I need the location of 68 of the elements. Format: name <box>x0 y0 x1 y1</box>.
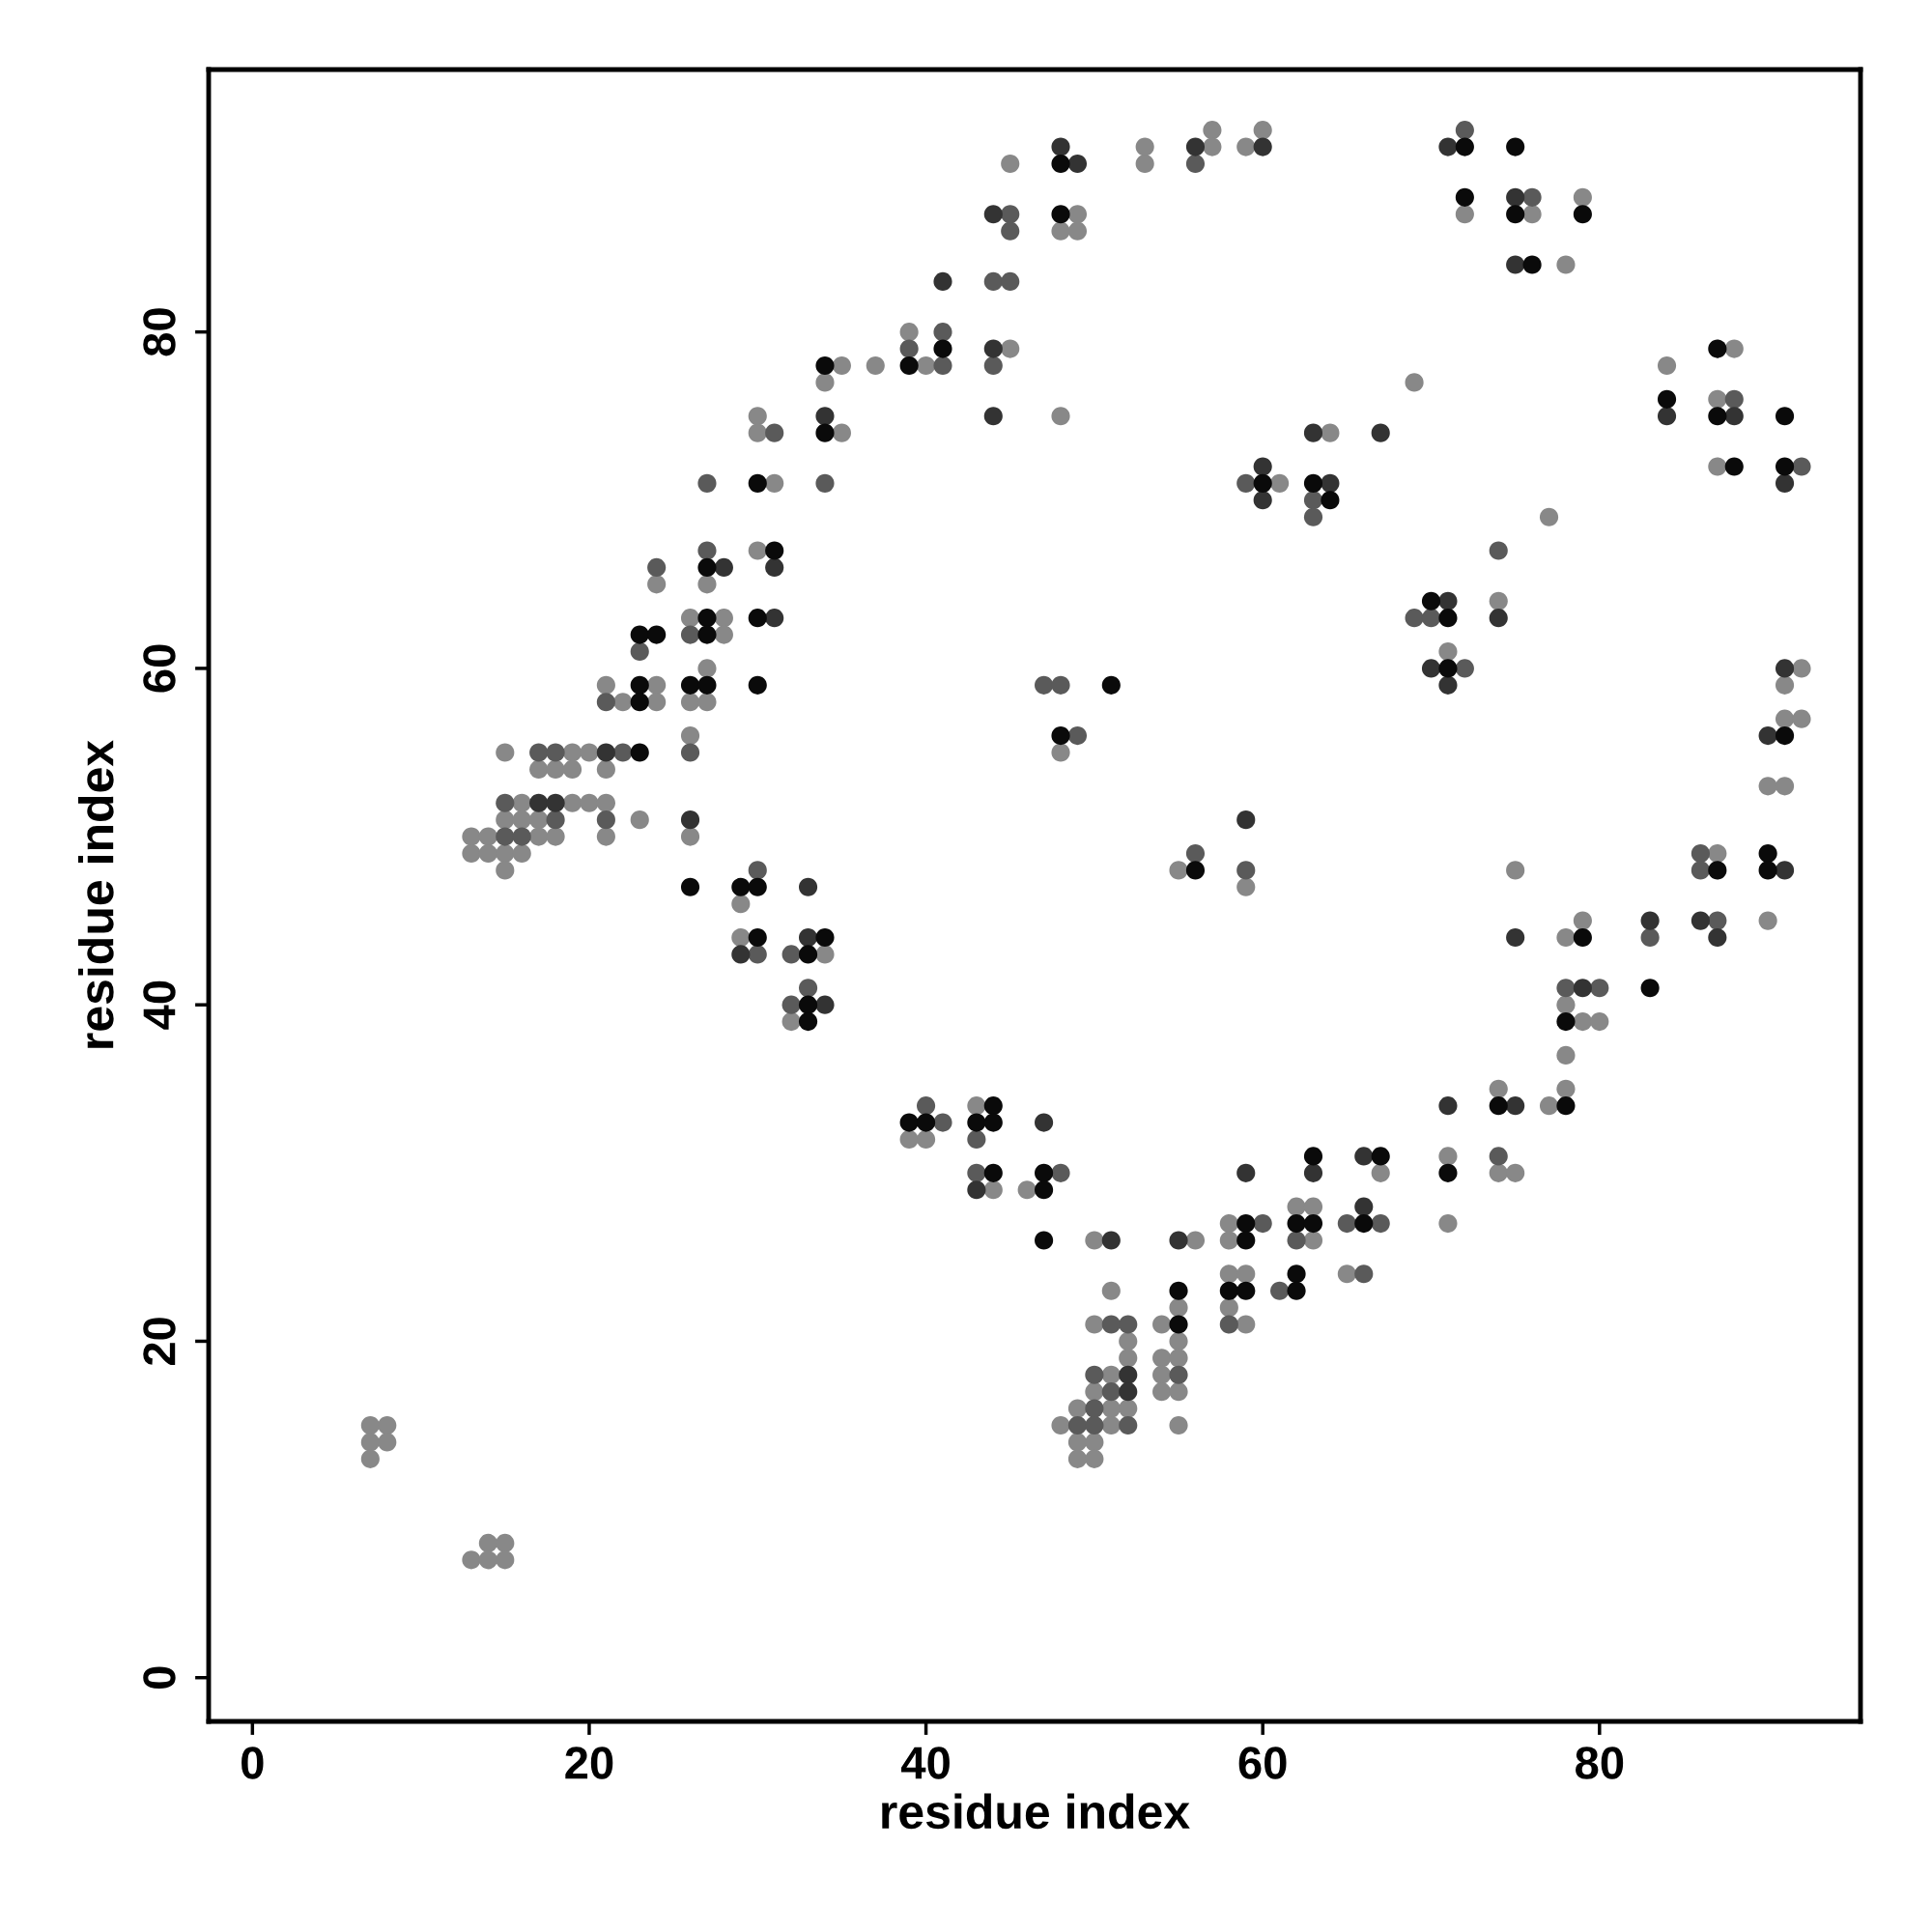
point <box>1185 137 1206 156</box>
y-tick-label: 40 <box>143 980 176 1030</box>
point <box>1438 1096 1458 1116</box>
point <box>1253 457 1272 476</box>
x-tick-label: 20 <box>565 1747 613 1779</box>
point <box>1253 137 1272 156</box>
point <box>1573 979 1592 998</box>
x-tick-label: 40 <box>901 1747 950 1779</box>
point <box>967 1180 986 1200</box>
point <box>1067 154 1088 174</box>
point <box>815 407 835 426</box>
y-tick-label: 20 <box>143 1318 176 1366</box>
point <box>1371 423 1390 442</box>
point <box>983 205 1003 224</box>
point <box>1303 1163 1323 1182</box>
point <box>983 339 1003 358</box>
point <box>714 557 733 578</box>
point <box>815 995 835 1014</box>
point <box>1506 187 1525 207</box>
point <box>1101 1231 1121 1250</box>
point <box>765 609 784 628</box>
point <box>1775 861 1795 880</box>
x-tick-label: 80 <box>1576 1747 1624 1779</box>
x-tick-label: 60 <box>1238 1747 1287 1779</box>
point <box>1657 407 1677 426</box>
y-axis-title: residue index <box>77 740 114 1048</box>
point <box>1035 1113 1054 1132</box>
point <box>1775 659 1795 678</box>
point <box>1236 1163 1256 1182</box>
point <box>1051 137 1070 156</box>
point <box>933 271 952 291</box>
point <box>1690 911 1710 930</box>
x-tick-label: 0 <box>242 1747 264 1779</box>
point <box>1253 491 1272 510</box>
point <box>1506 1096 1525 1116</box>
point <box>1724 407 1744 426</box>
point <box>1438 591 1458 611</box>
point <box>1119 1365 1138 1384</box>
x-axis-title: residue index <box>882 1793 1190 1830</box>
point <box>529 793 549 812</box>
point <box>983 407 1003 426</box>
point <box>1303 423 1323 442</box>
point <box>1506 927 1525 948</box>
point <box>1708 927 1727 948</box>
point <box>765 557 784 578</box>
y-tick-label: 0 <box>143 1666 176 1689</box>
point <box>1438 675 1458 695</box>
point <box>1758 726 1777 746</box>
point <box>798 877 818 896</box>
y-tick-label: 80 <box>143 308 176 356</box>
point <box>1119 1382 1138 1402</box>
point <box>546 793 565 812</box>
y-tick-label: 60 <box>143 644 176 693</box>
point <box>1321 473 1340 493</box>
point <box>1506 255 1525 274</box>
point <box>1489 609 1508 628</box>
point <box>1640 911 1660 930</box>
point <box>798 927 818 948</box>
point <box>680 810 700 830</box>
point <box>1421 659 1441 678</box>
point <box>731 945 751 964</box>
point <box>1169 1231 1188 1250</box>
point <box>1354 1147 1374 1166</box>
point <box>596 743 615 762</box>
point <box>1438 137 1458 156</box>
point <box>1354 1197 1374 1216</box>
point <box>1775 473 1795 493</box>
point <box>1236 810 1256 830</box>
